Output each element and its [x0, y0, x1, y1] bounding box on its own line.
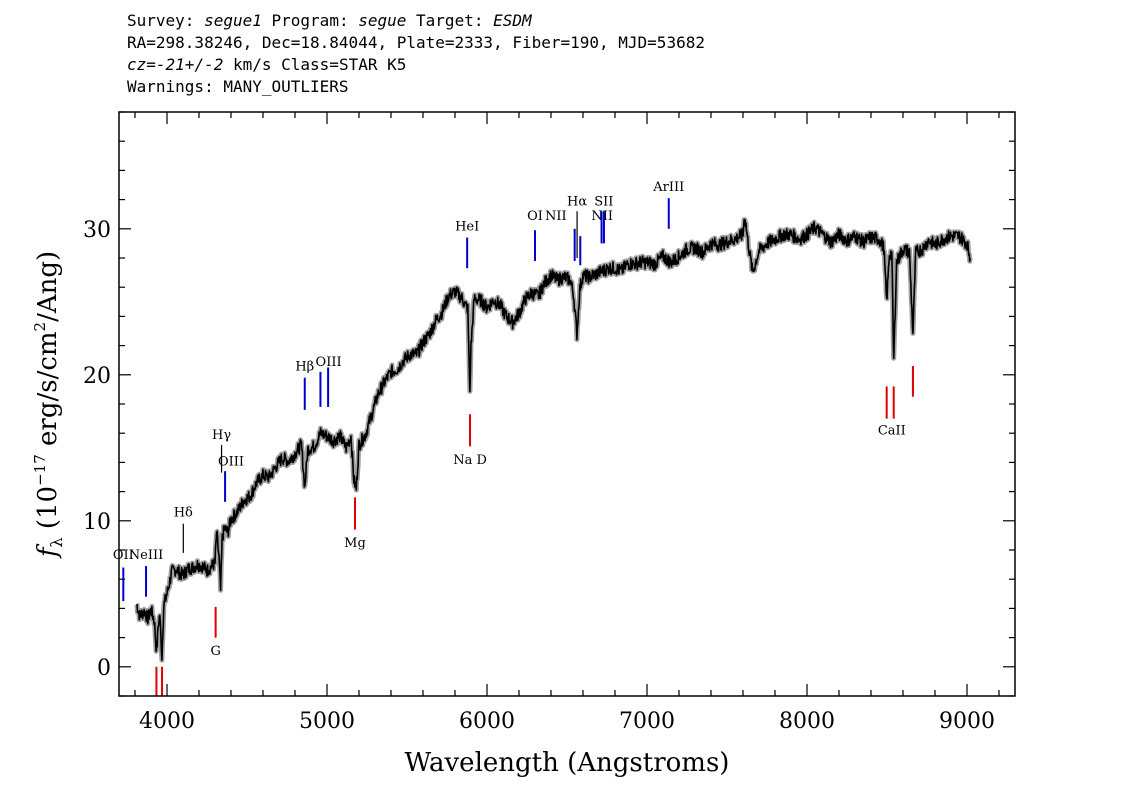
spectrum-error-band [134, 217, 973, 663]
header-line-2: RA=298.38246, Dec=18.84044, Plate=2333, … [127, 33, 705, 52]
line-marker-label: Mg [344, 536, 366, 551]
cz-label: cz= [127, 55, 156, 74]
header-line-3: cz=-21+/-2 km/s Class=STAR K5 [127, 54, 705, 76]
line-marker-label: Na D [453, 453, 487, 468]
target-value: ESDM [493, 11, 532, 30]
header-warnings: Warnings: MANY_OUTLIERS [127, 77, 349, 96]
line-marker-label: SII [594, 194, 613, 209]
line-marker-label: CaII [878, 424, 906, 439]
survey-value: segue1 [204, 11, 262, 30]
x-axis-label: Wavelength (Angstroms) [405, 748, 730, 778]
class-text: km/s Class=STAR K5 [223, 55, 407, 74]
plot-header: Survey: segue1 Program: segue Target: ES… [127, 10, 705, 98]
target-label: Target: [416, 11, 484, 30]
y-tick-label: 0 [97, 656, 111, 681]
x-tick-label: 4000 [139, 709, 195, 734]
line-marker-label: Hα [567, 194, 587, 209]
line-marker-label: ArIII [652, 180, 684, 195]
survey-label: Survey: [127, 11, 195, 30]
spectrum-line [135, 218, 971, 661]
y-tick-label: 10 [83, 510, 111, 535]
spectrum-series [134, 217, 973, 663]
line-marker-label: OII [113, 548, 134, 563]
line-marker-label: Hγ [212, 428, 231, 443]
line-marker-label: G [210, 644, 220, 659]
y-tick-label: 30 [83, 218, 111, 243]
line-marker-label: OIII [218, 454, 244, 469]
line-marker-label: NeIII [129, 548, 163, 563]
cz-value: -21+/-2 [155, 55, 224, 74]
x-tick-label: 6000 [459, 709, 515, 734]
line-marker-label: NII [545, 209, 567, 224]
line-marker-label: Hδ [174, 505, 193, 520]
line-marker-label: Hβ [295, 359, 314, 374]
y-axis-label: fλ (10−17 erg/s/cm2/Ang) [31, 251, 66, 559]
x-axis: 4000 5000 6000 7000 8000 9000 [134, 112, 1000, 734]
x-tick-label: 8000 [779, 709, 835, 734]
line-marker-label: OIII [316, 355, 342, 370]
program-label: Program: [271, 11, 349, 30]
y-tick-label: 20 [83, 364, 111, 389]
program-value: segue [358, 11, 407, 30]
line-markers: OIINeIIIHδHγOIIIHβOIIIHeIOINIIHαNIISIIAr… [113, 180, 914, 696]
line-marker-label: OI [527, 209, 543, 224]
x-tick-label: 9000 [939, 709, 995, 734]
header-line-1: Survey: segue1 Program: segue Target: ES… [127, 10, 705, 32]
y-axis: 0 10 20 30 [83, 111, 1015, 697]
line-marker-label: HeI [455, 219, 479, 234]
x-tick-label: 7000 [619, 709, 675, 734]
x-tick-label: 5000 [299, 709, 355, 734]
